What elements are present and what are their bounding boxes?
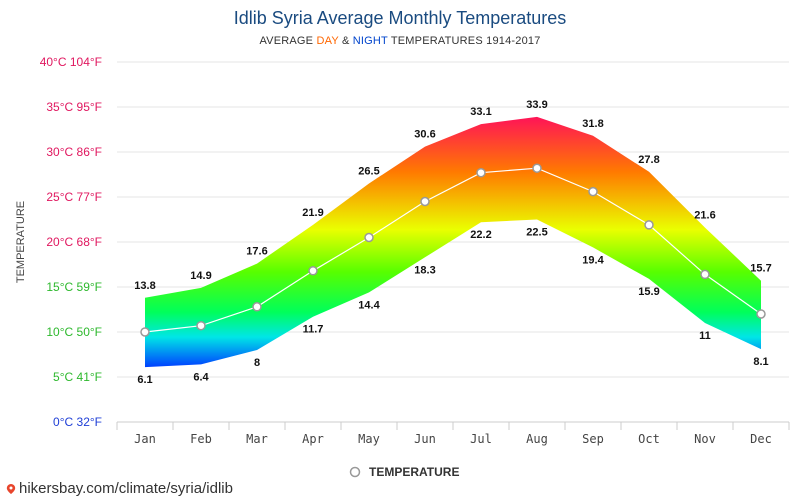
day-value-label: 33.9 (526, 99, 547, 111)
temperature-point[interactable] (364, 232, 374, 243)
day-value-label: 33.1 (470, 106, 491, 118)
temperature-point[interactable] (756, 309, 766, 319)
day-value-label: 13.8 (134, 280, 155, 292)
temperature-series-line (144, 167, 762, 333)
day-value-label: 17.6 (246, 246, 267, 258)
chart-title: Idlib Syria Average Monthly Temperatures (233, 8, 567, 28)
y-tick-label: 10°C 50°F (46, 325, 102, 339)
day-value-label: 15.7 (750, 263, 771, 275)
location-pin-icon (6, 483, 16, 494)
night-value-label: 6.4 (193, 371, 209, 383)
subtitle-prefix: AVERAGE (259, 35, 317, 47)
x-tick-label: Mar (246, 432, 268, 446)
y-tick-label: 20°C 68°F (46, 235, 102, 249)
temperature-point[interactable] (140, 327, 150, 337)
x-tick-label: Jan (134, 432, 156, 446)
chart-subtitle: AVERAGE DAY & NIGHT TEMPERATURES 1914-20… (0, 35, 800, 47)
legend-marker-icon (349, 466, 361, 478)
y-tick-label: 5°C 41°F (53, 370, 102, 384)
night-value-label: 14.4 (358, 299, 380, 311)
x-tick-label: Aug (526, 432, 548, 446)
day-value-label: 27.8 (638, 154, 659, 166)
subtitle-day: DAY (316, 35, 339, 47)
day-value-label: 26.5 (358, 166, 379, 178)
temperature-point[interactable] (308, 266, 318, 276)
day-value-label: 14.9 (190, 270, 211, 282)
night-value-label: 8.1 (753, 356, 768, 368)
day-night-band (145, 116, 761, 368)
footer-link[interactable]: hikersbay.com/climate/syria/idlib (6, 480, 233, 497)
x-tick-label: Jul (470, 432, 492, 446)
y-tick-label: 40°C 104°F (40, 55, 102, 69)
day-value-label: 21.6 (694, 210, 715, 222)
footer-url: hikersbay.com/climate/syria/idlib (19, 480, 233, 497)
temperature-band (145, 116, 761, 368)
y-axis-ticks: 0°C 32°F 5°C 41°F 10°C 50°F 15°C 59°F 20°C 6… (40, 55, 102, 429)
y-tick-label: 25°C 77°F (46, 190, 102, 204)
x-tick-label: Oct (638, 432, 660, 446)
temperature-point[interactable] (532, 163, 542, 173)
temperature-point[interactable] (700, 269, 710, 280)
temperature-point[interactable] (588, 186, 598, 197)
night-value-label: 18.3 (414, 264, 435, 276)
temperature-point[interactable] (252, 302, 262, 312)
subtitle-night: NIGHT (352, 35, 388, 47)
x-tick-label: Apr (302, 432, 324, 446)
night-value-label: 22.2 (470, 229, 491, 241)
x-tick-label: Sep (582, 432, 604, 446)
mean-line (140, 163, 766, 337)
night-value-label: 22.5 (526, 227, 547, 239)
x-tick-label: Dec (750, 432, 772, 446)
legend[interactable]: TEMPERATURE (349, 465, 460, 479)
night-value-label: 11.7 (303, 324, 324, 336)
temperature-point[interactable] (644, 220, 654, 230)
day-value-label: 30.6 (414, 129, 435, 141)
y-tick-label: 35°C 95°F (46, 100, 102, 114)
temperature-point[interactable] (420, 196, 430, 207)
night-value-label: 8 (254, 357, 260, 369)
night-value-label: 19.4 (582, 254, 604, 266)
x-tick-label: Feb (190, 432, 212, 446)
x-tick-label: Nov (694, 432, 716, 446)
day-value-label: 21.9 (302, 207, 323, 219)
subtitle-suffix: TEMPERATURES 1914-2017 (387, 35, 541, 47)
y-axis-label: TEMPERATURE (15, 201, 27, 283)
value-labels: 13.8 14.9 17.6 21.9 26.5 30.6 33.1 33.9 31.8 27.8… (134, 99, 771, 386)
night-value-label: 6.1 (137, 374, 152, 386)
legend-label: TEMPERATURE (369, 465, 459, 479)
x-tick-label: May (358, 432, 380, 446)
temperature-point[interactable] (476, 167, 486, 178)
x-tick-label: Jun (414, 432, 436, 446)
y-tick-label: 15°C 59°F (46, 280, 102, 294)
night-value-label: 11 (699, 330, 711, 342)
y-tick-label: 30°C 86°F (46, 145, 102, 159)
temperature-point[interactable] (196, 320, 206, 331)
x-axis-ticks: Jan Feb Mar Apr May Jun Jul Aug Sep Oct Nov Dec (116, 422, 790, 446)
day-value-label: 31.8 (582, 118, 603, 130)
y-tick-label: 0°C 32°F (53, 415, 102, 429)
subtitle-amp: & (338, 35, 353, 47)
night-value-label: 15.9 (638, 286, 659, 298)
